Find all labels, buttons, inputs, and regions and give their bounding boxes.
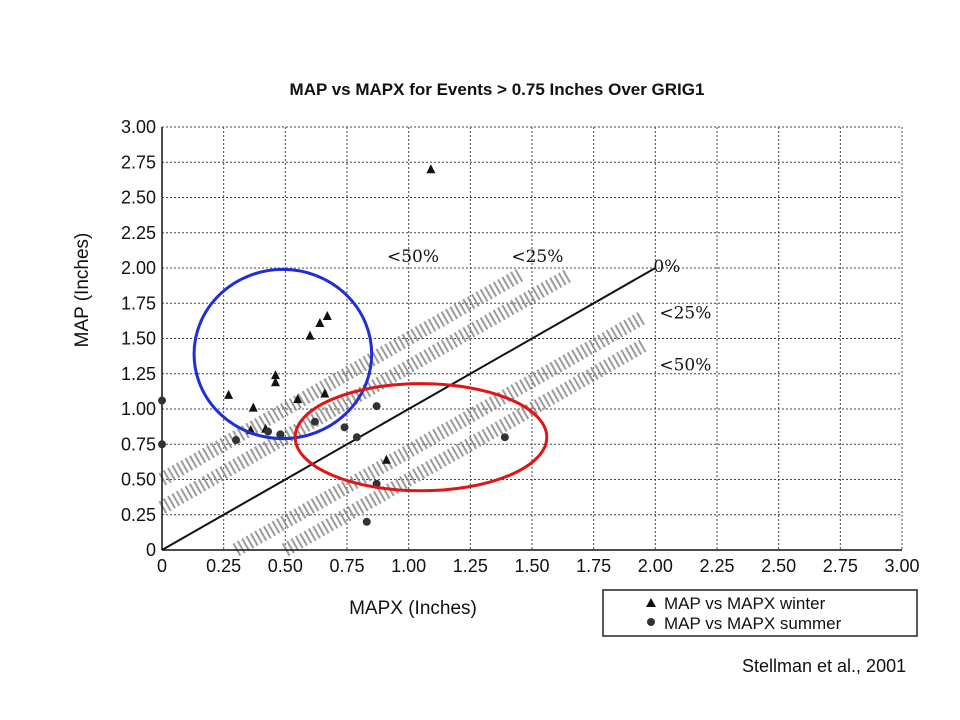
axes — [161, 127, 902, 551]
summer-point — [232, 436, 240, 445]
y-tick-label: 0.50 — [121, 470, 156, 490]
legend-winter-marker — [646, 598, 656, 607]
annotation-ellipses — [192, 267, 549, 493]
y-tick-label: 1.00 — [121, 399, 156, 419]
winter-point — [381, 454, 391, 464]
summer-point — [310, 417, 319, 426]
red-annotation-ellipse — [293, 382, 549, 493]
x-tick-label: 0.75 — [329, 556, 364, 576]
legend: MAP vs MAPX winter MAP vs MAPX summer — [602, 589, 918, 637]
summer-point — [276, 430, 285, 439]
winter-point — [248, 402, 258, 412]
y-tick-label: 2.25 — [121, 223, 156, 243]
summer-point — [500, 433, 509, 442]
x-axis-label: MAPX (Inches) — [349, 598, 477, 619]
y-tick-label: 1.75 — [121, 293, 156, 313]
y-tick-label: 2.00 — [121, 258, 156, 278]
y-tick-label: 0.75 — [121, 434, 156, 454]
stipple-band — [158, 268, 524, 486]
legend-winter-label: MAP vs MAPX winter — [664, 594, 826, 613]
stipple-band — [158, 268, 573, 514]
citation: Stellman et al., 2001 — [742, 656, 907, 676]
x-tick-label: 3.00 — [884, 556, 919, 576]
legend-summer-label: MAP vs MAPX summer — [664, 614, 842, 633]
x-tick-label: 2.75 — [823, 556, 858, 576]
x-tick-label: 1.50 — [514, 556, 549, 576]
band-label: <50% — [659, 356, 711, 376]
winter-point — [293, 394, 303, 404]
summer-point — [352, 433, 361, 442]
blue-annotation-ellipse — [192, 267, 374, 441]
x-tick-label: 2.00 — [638, 556, 673, 576]
legend-box — [602, 589, 918, 637]
winter-point — [320, 388, 330, 398]
y-tick-label: 2.75 — [121, 152, 156, 172]
one-to-one-line — [161, 267, 656, 551]
y-tick-label: 0 — [146, 540, 156, 560]
reference-line-label: 0% — [653, 257, 680, 277]
y-tick-label: 1.50 — [121, 329, 156, 349]
x-tick-label: 1.00 — [391, 556, 426, 576]
y-tick-label: 3.00 — [121, 117, 156, 137]
reference-line-group: 0% — [161, 257, 680, 551]
winter-point — [270, 377, 280, 387]
x-tick-label: 1.75 — [576, 556, 611, 576]
summer-point — [372, 402, 381, 411]
error-bands: <25% <50% <25% <50% — [158, 247, 711, 557]
summer-point — [340, 423, 349, 432]
x-tick-label: 0.50 — [268, 556, 303, 576]
x-tick-label: 1.25 — [453, 556, 488, 576]
summer-point — [158, 440, 166, 449]
y-tick-labels: 0 0.25 0.50 0.75 1.00 1.25 1.50 1.75 2.00 2.25 2.5… — [121, 117, 156, 560]
summer-point — [158, 396, 166, 405]
band-label: <50% — [387, 247, 439, 267]
winter-point — [305, 330, 315, 340]
chart-title: MAP vs MAPX for Events > 0.75 Inches Ove… — [290, 80, 705, 99]
y-axis-label: MAP (Inches) — [72, 233, 93, 348]
band-label: <25% — [659, 303, 711, 323]
x-tick-label: 0 — [157, 556, 167, 576]
summer-point — [264, 427, 273, 436]
winter-point — [270, 370, 280, 380]
summer-point — [362, 517, 371, 526]
x-tick-labels: 0 0.25 0.50 0.75 1.00 1.25 1.50 1.75 2.00 2.25 2.5… — [157, 556, 920, 576]
winter-point — [315, 317, 325, 327]
data-points — [158, 164, 509, 526]
y-tick-label: 2.50 — [121, 188, 156, 208]
x-tick-label: 2.25 — [699, 556, 734, 576]
winter-point — [322, 310, 332, 320]
x-tick-label: 2.50 — [761, 556, 796, 576]
legend-summer-marker — [647, 618, 655, 626]
winter-point — [224, 389, 234, 399]
winter-point — [426, 164, 436, 174]
stipple-band — [281, 339, 647, 557]
y-tick-label: 1.25 — [121, 364, 156, 384]
stipple-band — [232, 311, 647, 557]
y-tick-label: 0.25 — [121, 505, 156, 525]
x-tick-label: 0.25 — [206, 556, 241, 576]
band-label: <25% — [511, 247, 563, 267]
